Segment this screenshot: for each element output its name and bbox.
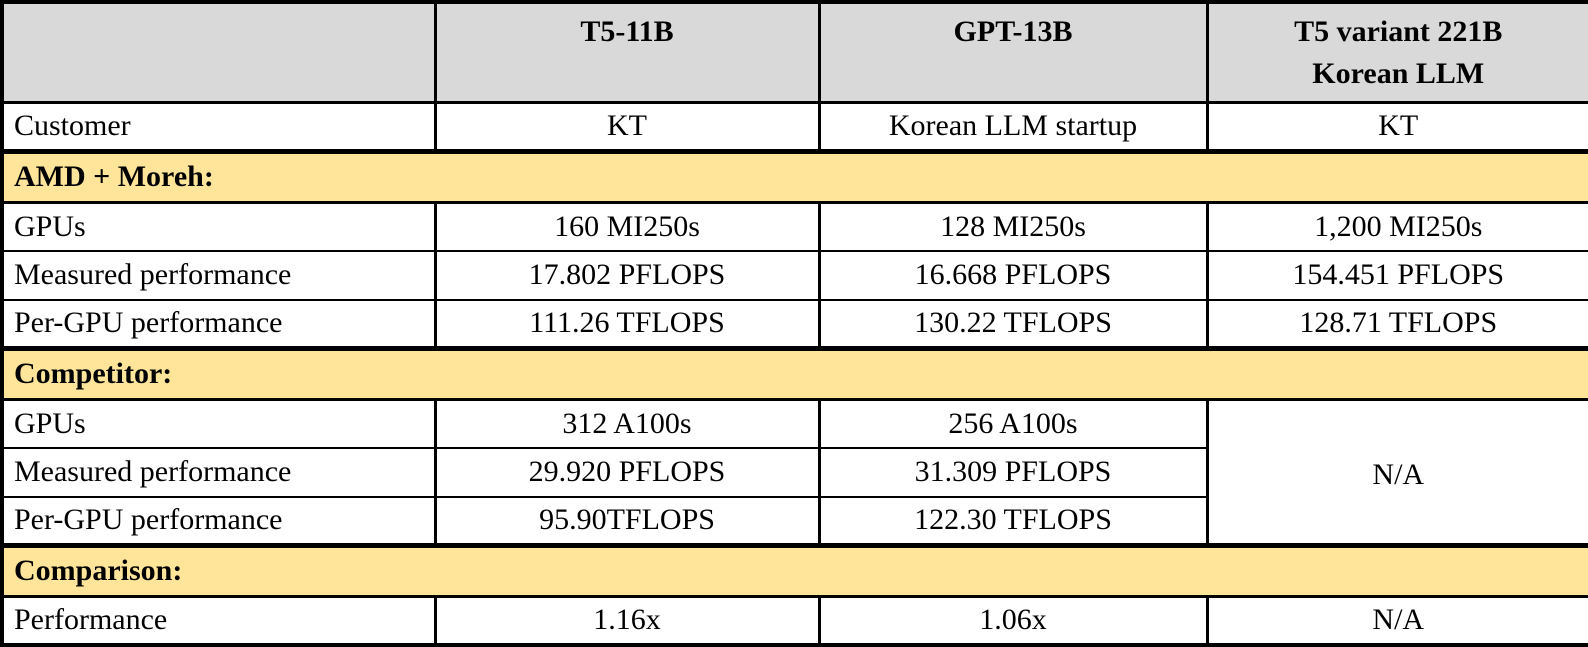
table-header-row: T5-11B GPT-13B T5 variant 221B Korean LL… (0, 1, 1588, 105)
header-cell-t5-variant-221b: T5 variant 221B Korean LLM (1205, 1, 1588, 105)
row-label-competitor-gpus: GPUs (0, 398, 437, 449)
cell-competitor-per-gpu-t5-11b: 95.90TFLOPS (433, 495, 821, 547)
cell-amd-per-gpu-t5-11b: 111.26 TFLOPS (433, 298, 821, 350)
section-title-comparison: Comparison: (0, 542, 1588, 598)
cell-customer-gpt-13b: Korean LLM startup (817, 101, 1209, 153)
amd-measured-row: Measured performance 17.802 PFLOPS 16.66… (0, 249, 1588, 301)
cell-competitor-measured-t5-11b: 29.920 PFLOPS (433, 446, 821, 498)
cell-amd-per-gpu-t5-221b: 128.71 TFLOPS (1205, 298, 1588, 350)
row-label-competitor-measured: Measured performance (0, 446, 437, 498)
row-label-amd-measured: Measured performance (0, 249, 437, 301)
customer-row: Customer KT Korean LLM startup KT (0, 101, 1588, 153)
header-t5-variant-line2: Korean LLM (1312, 57, 1485, 90)
header-cell-gpt-13b: GPT-13B (817, 1, 1209, 105)
cell-customer-t5-221b: KT (1205, 101, 1588, 153)
row-label-competitor-per-gpu: Per-GPU performance (0, 495, 437, 547)
header-cell-empty (0, 1, 437, 105)
section-title-competitor: Competitor: (0, 345, 1588, 401)
section-header-amd-moreh: AMD + Moreh: (0, 148, 1588, 204)
cell-amd-gpus-gpt-13b: 128 MI250s (817, 201, 1209, 252)
amd-gpus-row: GPUs 160 MI250s 128 MI250s 1,200 MI250s (0, 201, 1588, 252)
comparison-performance-row: Performance 1.16x 1.06x N/A (0, 595, 1588, 646)
cell-comparison-performance-t5-221b: N/A (1205, 595, 1588, 646)
cell-competitor-gpus-gpt-13b: 256 A100s (817, 398, 1209, 449)
header-t5-variant-line1: T5 variant 221B (1294, 15, 1503, 48)
cell-competitor-na-merged: N/A (1205, 398, 1588, 547)
competitor-gpus-row: GPUs 312 A100s 256 A100s N/A (0, 398, 1588, 547)
cell-comparison-performance-gpt-13b: 1.06x (817, 595, 1209, 646)
row-label-comparison-performance: Performance (0, 595, 437, 646)
cell-amd-measured-t5-11b: 17.802 PFLOPS (433, 249, 821, 301)
cell-customer-t5-11b: KT (433, 101, 821, 153)
cell-amd-per-gpu-gpt-13b: 130.22 TFLOPS (817, 298, 1209, 350)
cell-amd-measured-gpt-13b: 16.668 PFLOPS (817, 249, 1209, 301)
section-title-amd-moreh: AMD + Moreh: (0, 148, 1588, 204)
section-header-competitor: Competitor: (0, 345, 1588, 401)
competitor-per-gpu-row: Per-GPU performance 95.90TFLOPS 122.30 T… (0, 495, 1588, 547)
row-label-amd-gpus: GPUs (0, 201, 437, 252)
header-cell-t5-11b: T5-11B (433, 1, 821, 105)
section-header-comparison: Comparison: (0, 542, 1588, 598)
competitor-measured-row: Measured performance 29.920 PFLOPS 31.30… (0, 446, 1588, 498)
row-label-amd-per-gpu: Per-GPU performance (0, 298, 437, 350)
row-label-customer: Customer (0, 101, 437, 153)
cell-amd-measured-t5-221b: 154.451 PFLOPS (1205, 249, 1588, 301)
amd-per-gpu-row: Per-GPU performance 111.26 TFLOPS 130.22… (0, 298, 1588, 350)
cell-competitor-gpus-t5-11b: 312 A100s (433, 398, 821, 449)
cell-comparison-performance-t5-11b: 1.16x (433, 595, 821, 646)
cell-amd-gpus-t5-221b: 1,200 MI250s (1205, 201, 1588, 252)
cell-competitor-measured-gpt-13b: 31.309 PFLOPS (817, 446, 1209, 498)
cell-amd-gpus-t5-11b: 160 MI250s (433, 201, 821, 252)
cell-competitor-per-gpu-gpt-13b: 122.30 TFLOPS (817, 495, 1209, 547)
